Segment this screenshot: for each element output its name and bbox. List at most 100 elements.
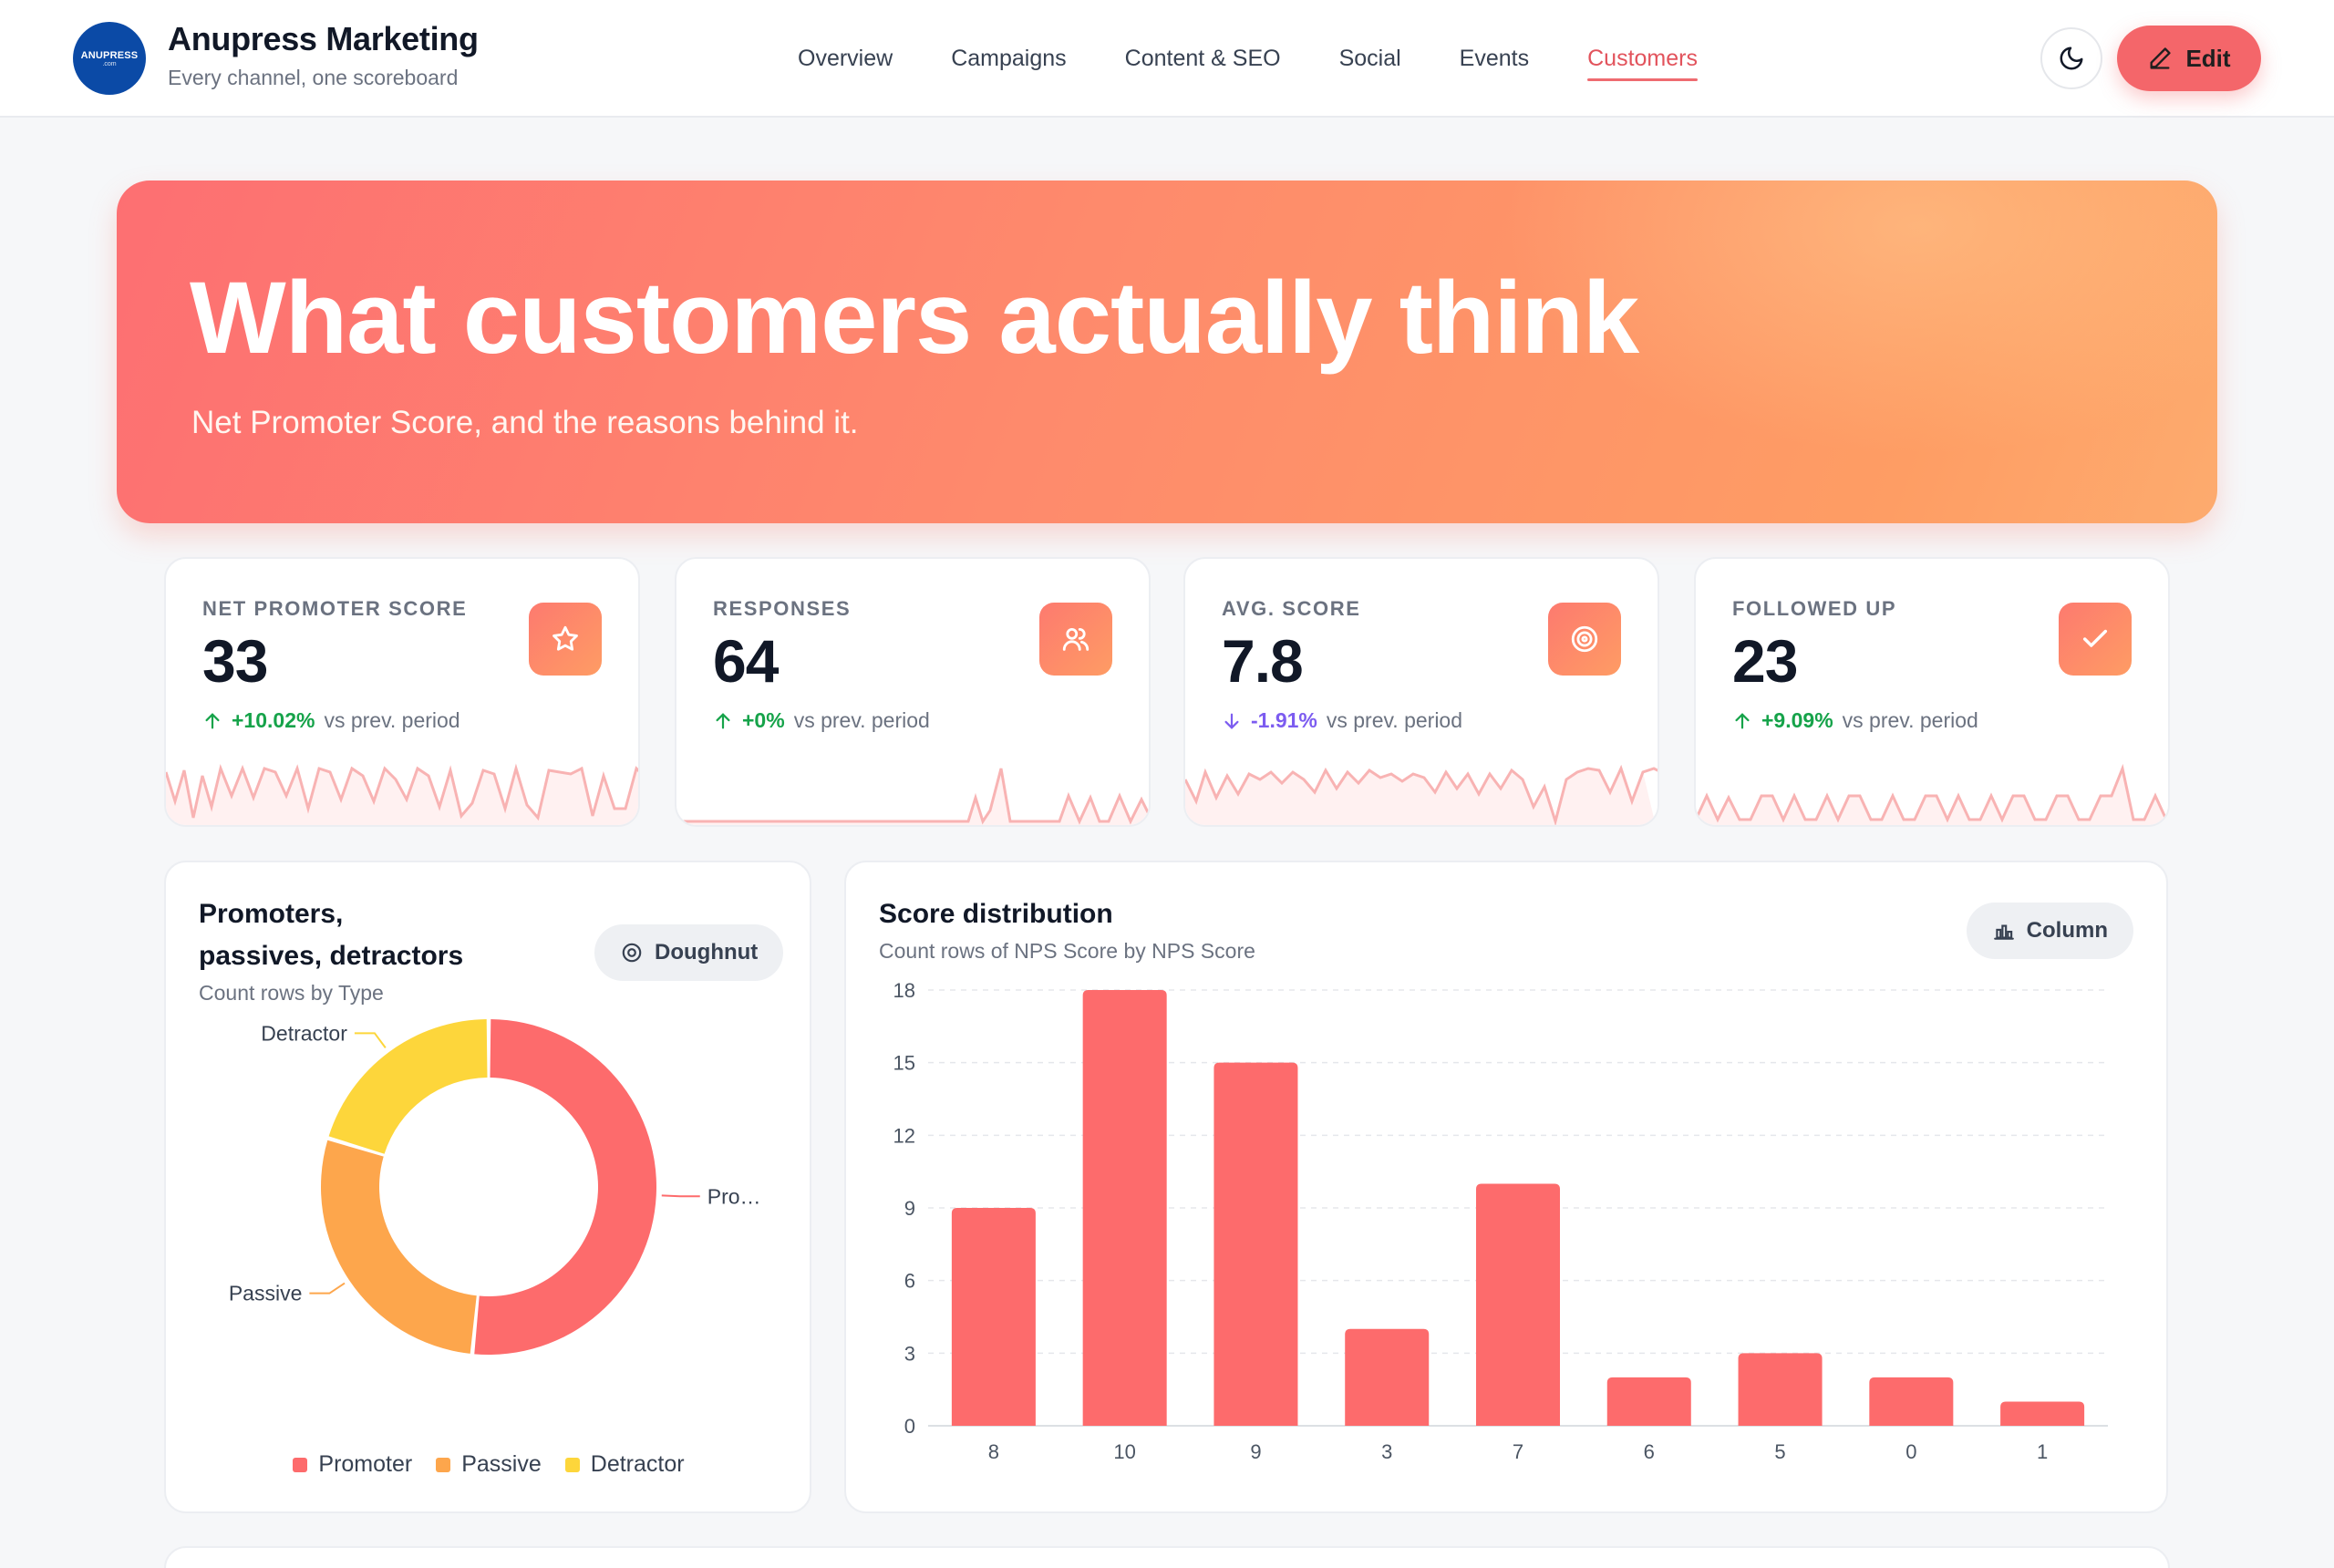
sparkline: [676, 768, 1149, 825]
nav-tab-content-seo[interactable]: Content & SEO: [1124, 46, 1281, 71]
panel-title-line-2: passives, detractors: [199, 941, 464, 971]
x-tick-label: 6: [1644, 1440, 1655, 1463]
kpi-card-responses: RESPONSES 64 +0% vs prev. period: [675, 557, 1151, 827]
chart-type-label: Doughnut: [655, 940, 759, 965]
hero-banner: What customers actually think Net Promot…: [117, 181, 2217, 523]
edit-button-label: Edit: [2185, 44, 2231, 72]
sparkline: [1185, 764, 1658, 825]
donut-slice-detractor[interactable]: [328, 1019, 488, 1154]
kpi-delta-value: -1.91%: [1251, 708, 1317, 732]
pencil-icon: [2150, 47, 2172, 69]
hero-subtitle: Net Promoter Score, and the reasons behi…: [191, 405, 859, 440]
kpi-value: 7.8: [1222, 627, 1304, 695]
nav-tab-overview[interactable]: Overview: [798, 46, 893, 71]
kpi-value: 64: [713, 627, 779, 695]
y-tick-label: 15: [893, 1052, 915, 1075]
legend-label: Promoter: [318, 1451, 413, 1477]
x-tick-label: 8: [988, 1440, 999, 1463]
x-tick-label: 5: [1774, 1440, 1785, 1463]
y-tick-label: 6: [904, 1270, 915, 1293]
edit-button[interactable]: Edit: [2117, 26, 2261, 91]
bar-score-3[interactable]: [1345, 1328, 1430, 1426]
sparkline: [1696, 763, 2168, 825]
y-tick-label: 3: [904, 1342, 915, 1365]
bar-score-8[interactable]: [951, 1208, 1036, 1426]
bar-score-7[interactable]: [1475, 1183, 1561, 1426]
donut-slice-promoter[interactable]: [474, 1019, 656, 1355]
legend-label: Detractor: [590, 1451, 685, 1477]
y-tick-label: 9: [904, 1197, 915, 1220]
arrow-down-icon: [1224, 713, 1239, 729]
donut-label-leader: [309, 1282, 346, 1295]
bar-score-9[interactable]: [1213, 1062, 1298, 1426]
bar-chart-panel: Score distribution Count rows of NPS Sco…: [844, 861, 2168, 1513]
brand-logo[interactable]: ANUPRESS .com: [73, 22, 146, 95]
nav-tab-events[interactable]: Events: [1459, 46, 1530, 71]
legend-swatch: [564, 1457, 580, 1472]
nav-tab-customers[interactable]: Customers: [1587, 46, 1698, 81]
star-icon: [529, 603, 602, 676]
kpi-card-nps: NET PROMOTER SCORE 33 +10.02% vs prev. p…: [164, 557, 640, 827]
kpi-label: RESPONSES: [713, 597, 852, 620]
kpi-delta: +0% vs prev. period: [713, 708, 930, 733]
moon-icon: [2060, 46, 2083, 70]
donut-chart-panel: Promoters, passives, detractors Count ro…: [164, 861, 811, 1513]
panel-subtitle: Count rows by Type: [199, 981, 384, 1005]
sparkline: [166, 763, 638, 825]
donut-label-leader: [661, 1194, 700, 1198]
nav-tab-social[interactable]: Social: [1338, 46, 1401, 71]
theme-toggle-button[interactable]: [2040, 27, 2102, 89]
logo-subtext: .com: [102, 60, 117, 67]
kpi-value: 33: [202, 627, 268, 695]
arrow-up-icon: [1735, 712, 1750, 728]
bar-score-5[interactable]: [1738, 1353, 1823, 1426]
next-panel-edge: [164, 1546, 2170, 1568]
chart-type-doughnut-button[interactable]: Doughnut: [594, 924, 784, 981]
bar-chart-icon: [1993, 924, 2014, 940]
legend-item-detractor[interactable]: Detractor: [564, 1451, 685, 1478]
y-tick-label: 0: [904, 1415, 915, 1438]
chart-type-label: Column: [2026, 918, 2108, 943]
kpi-label: FOLLOWED UP: [1732, 597, 1897, 620]
bar-score-0[interactable]: [1869, 1377, 1954, 1426]
logo-text: ANUPRESS: [80, 49, 139, 61]
x-tick-label: 3: [1381, 1440, 1392, 1463]
kpi-delta-value: +9.09%: [1761, 708, 1833, 732]
main-nav: Overview Campaigns Content & SEO Social …: [798, 46, 1698, 81]
panel-subtitle: Count rows of NPS Score by NPS Score: [879, 939, 1255, 963]
x-tick-label: 7: [1513, 1440, 1523, 1463]
nav-tab-campaigns[interactable]: Campaigns: [951, 46, 1067, 71]
chart-legend: Promoter Passive Detractor: [166, 1451, 811, 1478]
bar-chart: 0 3 6 9 12 15 18 8 10 9 3 7 6 5 0 1: [893, 979, 2108, 1463]
kpi-delta-value: +0%: [742, 708, 785, 732]
y-tick-label: 12: [893, 1124, 915, 1147]
kpi-delta-caption: vs prev. period: [793, 708, 930, 732]
arrow-up-icon: [205, 712, 220, 728]
donut-label-promoter: Pro…: [707, 1184, 761, 1208]
legend-swatch: [293, 1457, 308, 1472]
donut-label-leader: [354, 1032, 387, 1048]
x-tick-label: 9: [1250, 1440, 1261, 1463]
legend-item-promoter[interactable]: Promoter: [293, 1451, 412, 1478]
check-icon: [2059, 603, 2132, 676]
kpi-delta: +9.09% vs prev. period: [1732, 708, 1978, 733]
bar-score-10[interactable]: [1082, 990, 1167, 1426]
kpi-card-avg-score: AVG. SCORE 7.8 -1.91% vs prev. period: [1183, 557, 1659, 827]
panel-title-line-1: Promoters,: [199, 899, 344, 929]
kpi-delta-caption: vs prev. period: [1326, 708, 1463, 732]
hero-title: What customers actually think: [190, 261, 1639, 375]
users-icon: [1039, 603, 1112, 676]
kpi-label: NET PROMOTER SCORE: [202, 597, 468, 620]
kpi-card-followed-up: FOLLOWED UP 23 +9.09% vs prev. period: [1694, 557, 2170, 827]
panel-title: Promoters, passives, detractors: [199, 893, 463, 977]
app-tagline: Every channel, one scoreboard: [168, 66, 459, 89]
kpi-label: AVG. SCORE: [1222, 597, 1361, 620]
legend-item-passive[interactable]: Passive: [436, 1451, 542, 1478]
top-bar: ANUPRESS .com Anupress Marketing Every c…: [0, 0, 2334, 118]
chart-type-column-button[interactable]: Column: [1966, 903, 2133, 959]
bar-score-6[interactable]: [1606, 1377, 1691, 1426]
donut-slice-passive[interactable]: [320, 1140, 477, 1354]
bar-score-1[interactable]: [2000, 1401, 2085, 1426]
legend-swatch: [436, 1457, 451, 1472]
kpi-delta-caption: vs prev. period: [1842, 708, 1978, 732]
